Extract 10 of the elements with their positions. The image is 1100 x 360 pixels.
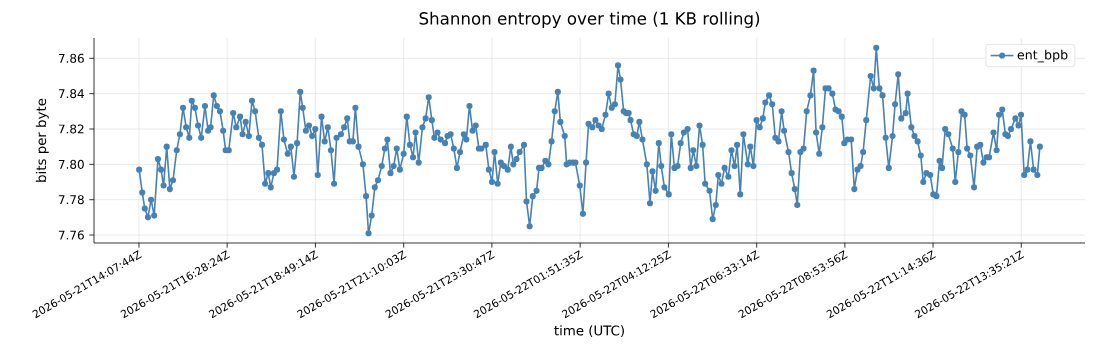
chart-title: Shannon entropy over time (1 KB rolling) <box>419 11 760 28</box>
y-tick-label: 7.78 <box>58 195 84 205</box>
legend-label: ent_bpb <box>1017 49 1068 63</box>
y-tick-label: 7.82 <box>58 124 84 134</box>
x-axis-title: time (UTC) <box>554 325 624 338</box>
y-axis-title: bits per byte <box>35 98 49 182</box>
y-tick-label: 7.84 <box>58 89 84 99</box>
y-tick-label: 7.80 <box>58 159 84 169</box>
y-tick-label: 7.76 <box>58 230 84 240</box>
y-tick-label: 7.86 <box>58 53 84 63</box>
